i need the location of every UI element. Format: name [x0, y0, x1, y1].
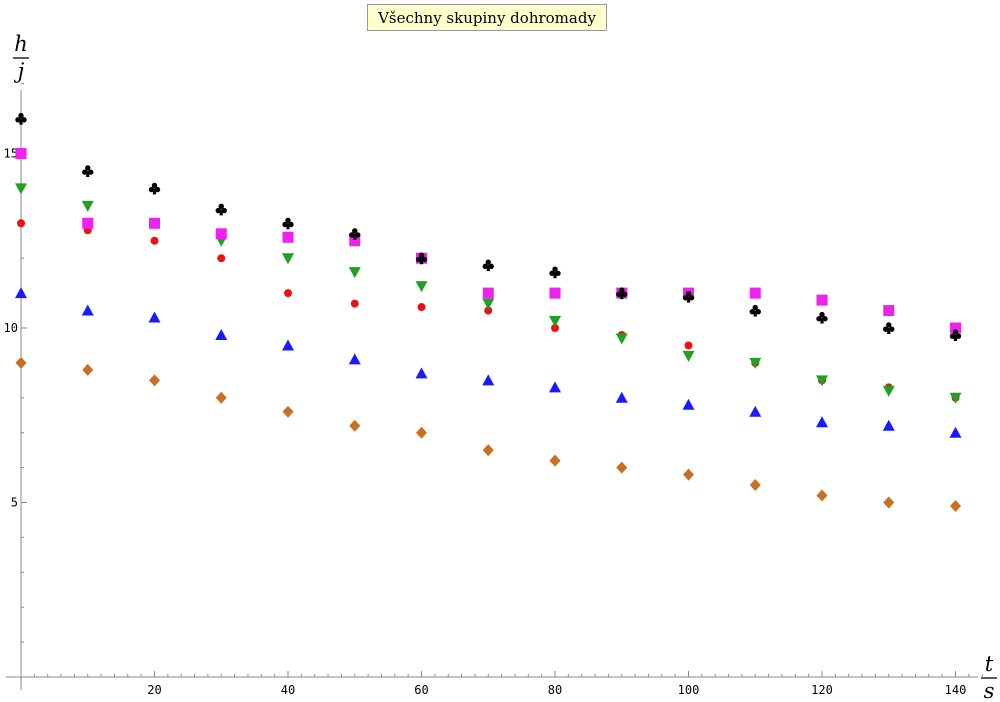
- diamond-point: [950, 499, 961, 512]
- triangle-down-point: [749, 357, 762, 369]
- square-point: [950, 322, 961, 334]
- diamond-point: [482, 444, 494, 457]
- chart-title: Všechny skupiny dohromady: [367, 4, 607, 31]
- circle-point: [150, 236, 159, 245]
- y-tick-label: 5: [11, 496, 18, 510]
- diamond-point: [349, 419, 361, 432]
- triangle-down-point: [81, 200, 94, 212]
- square-point: [215, 228, 227, 240]
- diamond-point: [616, 461, 628, 474]
- diamond-point: [549, 454, 561, 467]
- x-tick-label: 20: [147, 683, 161, 697]
- club-point: [415, 252, 428, 265]
- axes: 20 40 60 80 100 120 140 5 10 15: [4, 83, 983, 697]
- diamond-point: [883, 496, 895, 509]
- x-tick-label: 120: [811, 683, 833, 697]
- club-point: [215, 203, 227, 216]
- diamond-point: [82, 363, 94, 376]
- triangle-down-point: [615, 333, 628, 345]
- square-point: [816, 294, 828, 306]
- triangle-up-point: [549, 381, 561, 393]
- triangle-down-point: [882, 385, 895, 397]
- triangle-up-point: [15, 287, 27, 299]
- club-point: [816, 311, 828, 324]
- x-tick-label: 100: [678, 683, 700, 697]
- x-tick-label: 40: [281, 683, 295, 697]
- club-point: [883, 322, 895, 334]
- circle-point: [17, 219, 25, 228]
- club-point: [148, 182, 161, 195]
- triangle-up-point: [81, 304, 94, 316]
- square-point: [883, 305, 895, 317]
- diamond-point: [282, 405, 294, 418]
- circle-point: [551, 324, 559, 332]
- square-point: [15, 148, 27, 159]
- triangle-up-point: [148, 311, 161, 323]
- square-point: [82, 217, 94, 229]
- triangle-down-point: [282, 253, 294, 265]
- club-point: [82, 165, 94, 177]
- circle-point: [417, 303, 426, 312]
- y-tick-label: 10: [4, 321, 18, 335]
- triangle-up-point: [816, 416, 828, 428]
- triangle-up-point: [682, 398, 695, 410]
- square-point: [349, 235, 361, 247]
- diamond-point: [15, 356, 27, 369]
- triangle-up-point: [615, 391, 628, 403]
- triangle-up-point: [749, 405, 762, 417]
- triangle-up-point: [882, 419, 895, 431]
- y-tick-label: 15: [4, 147, 18, 161]
- triangle-up-point: [415, 367, 428, 379]
- x-tick-label: 80: [548, 683, 562, 697]
- diamond-point: [749, 479, 761, 492]
- club-point: [482, 259, 494, 272]
- square-point: [549, 287, 561, 299]
- square-point: [282, 231, 294, 243]
- triangle-up-point: [348, 353, 361, 365]
- club-point: [349, 228, 361, 240]
- triangle-down-point: [348, 267, 361, 279]
- triangle-down-point: [549, 316, 561, 328]
- triangle-down-point: [482, 298, 495, 310]
- club-point: [616, 287, 628, 300]
- club-point: [15, 112, 27, 125]
- club-point: [949, 329, 962, 341]
- y-axis-label-numerator: h: [14, 32, 28, 56]
- triangle-down-point: [816, 375, 828, 387]
- circle-point: [350, 299, 359, 308]
- x-tick-label: 140: [945, 683, 967, 697]
- x-axis-label-numerator: t: [985, 652, 994, 676]
- triangle-up-point: [282, 339, 294, 351]
- circle-point: [484, 306, 493, 315]
- diamond-point: [683, 468, 694, 481]
- diamond-point: [149, 374, 160, 387]
- diamond-point: [416, 426, 427, 439]
- club-point: [282, 217, 294, 230]
- club-point: [549, 266, 561, 279]
- x-tick-label: 60: [414, 683, 428, 697]
- triangle-up-point: [949, 426, 962, 438]
- y-axis-label-denominator: j: [14, 59, 25, 83]
- triangle-down-point: [949, 392, 962, 404]
- diamond-point: [816, 489, 828, 502]
- axis-labels: h j t s: [13, 32, 997, 702]
- square-point: [482, 287, 494, 299]
- triangle-up-point: [482, 374, 495, 386]
- triangle-down-point: [15, 183, 27, 195]
- circle-point: [217, 254, 226, 263]
- triangle-down-point: [682, 350, 695, 362]
- club-point: [682, 290, 695, 303]
- square-point: [149, 217, 160, 229]
- x-axis-label-denominator: s: [984, 679, 995, 702]
- circle-point: [284, 289, 292, 298]
- diamond-point: [215, 391, 227, 404]
- triangle-up-point: [215, 328, 228, 340]
- data-points: [15, 112, 962, 512]
- triangle-down-point: [415, 281, 428, 293]
- club-point: [749, 304, 761, 317]
- square-point: [749, 287, 761, 299]
- circle-point: [684, 341, 693, 350]
